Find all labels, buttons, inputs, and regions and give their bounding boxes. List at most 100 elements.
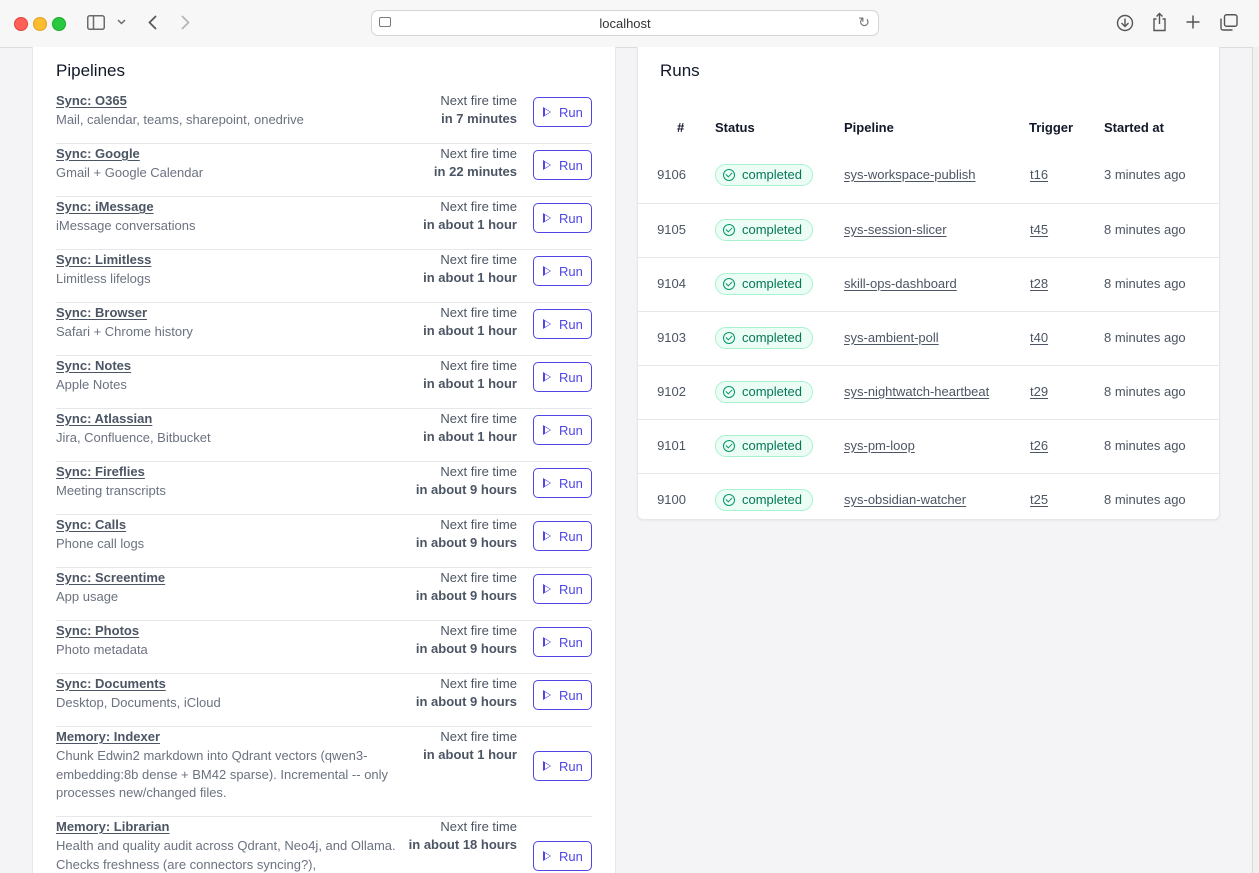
- run-pipeline-button[interactable]: Run: [533, 150, 592, 180]
- header-number: #: [677, 120, 685, 135]
- header-trigger: Trigger: [1029, 120, 1074, 135]
- pipeline-link[interactable]: sys-pm-loop: [844, 438, 915, 453]
- next-fire-time: in about 9 hours: [415, 535, 517, 550]
- back-arrow-icon[interactable]: [148, 15, 157, 30]
- pipeline-description: Photo metadata: [56, 642, 148, 657]
- play-icon: [543, 637, 551, 647]
- forward-arrow-icon[interactable]: [181, 15, 190, 30]
- tab-overview-icon[interactable]: [1220, 14, 1238, 31]
- pipeline-name-link[interactable]: Sync: Browser: [56, 305, 148, 320]
- pipeline-description: Meeting transcripts: [56, 483, 166, 498]
- run-button-label: Run: [559, 370, 583, 385]
- status-text: completed: [742, 167, 802, 182]
- run-pipeline-button[interactable]: Run: [533, 751, 592, 781]
- trigger-link[interactable]: t45: [1030, 222, 1049, 237]
- address-bar[interactable]: localhost ↻: [371, 10, 879, 36]
- run-button-label: Run: [559, 849, 583, 864]
- status-text: completed: [742, 276, 802, 291]
- pipeline-link[interactable]: sys-nightwatch-heartbeat: [844, 384, 990, 399]
- pipeline-link[interactable]: sys-workspace-publish: [844, 167, 976, 182]
- table-row: 9105 completed sys-session-slicer t45 8 minu…: [638, 203, 1219, 257]
- chevron-down-icon[interactable]: [117, 19, 126, 25]
- status-text: completed: [742, 492, 802, 507]
- next-fire-time: in about 9 hours: [415, 482, 517, 497]
- run-pipeline-button[interactable]: Run: [533, 680, 592, 710]
- run-pipeline-button[interactable]: Run: [533, 841, 592, 871]
- check-circle-icon: [723, 386, 735, 398]
- pipeline-name-link[interactable]: Sync: O365: [56, 93, 127, 108]
- sidebar-icon[interactable]: [87, 15, 105, 30]
- trigger-link[interactable]: t16: [1030, 167, 1049, 182]
- pipeline-name-link[interactable]: Sync: Screentime: [56, 570, 166, 585]
- reload-icon[interactable]: ↻: [858, 14, 870, 30]
- pipeline-row: Sync: Photos Photo metadata Next fire time…: [56, 621, 592, 674]
- run-pipeline-button[interactable]: Run: [533, 415, 592, 445]
- trigger-link[interactable]: t28: [1030, 276, 1049, 291]
- run-pipeline-button[interactable]: Run: [533, 309, 592, 339]
- run-pipeline-button[interactable]: Run: [533, 627, 592, 657]
- run-button-label: Run: [559, 635, 583, 650]
- run-pipeline-button[interactable]: Run: [533, 203, 592, 233]
- status-badge: completed: [715, 219, 813, 241]
- pipeline-name-link[interactable]: Sync: Notes: [56, 358, 132, 373]
- pipeline-name-link[interactable]: Memory: Librarian: [56, 819, 170, 834]
- run-id: 9106: [657, 167, 686, 182]
- minimize-window-button[interactable]: [33, 17, 47, 31]
- run-button-label: Run: [559, 476, 583, 491]
- run-pipeline-button[interactable]: Run: [533, 468, 592, 498]
- trigger-link[interactable]: t26: [1030, 438, 1049, 453]
- run-pipeline-button[interactable]: Run: [533, 574, 592, 604]
- trigger-link[interactable]: t29: [1030, 384, 1049, 399]
- pipeline-name-link[interactable]: Sync: Limitless: [56, 252, 152, 267]
- pipeline-description: Gmail + Google Calendar: [56, 165, 204, 180]
- next-fire-time: in about 1 hour: [423, 429, 517, 444]
- pipeline-name-link[interactable]: Sync: Atlassian: [56, 411, 153, 426]
- pipeline-name-link[interactable]: Sync: Photos: [56, 623, 140, 638]
- next-fire-label: Next fire time: [440, 464, 517, 479]
- pipeline-name-link[interactable]: Sync: Documents: [56, 676, 166, 691]
- window-edge: [1252, 47, 1259, 873]
- pipelines-title: Pipelines: [56, 61, 125, 80]
- play-icon: [543, 761, 551, 771]
- run-pipeline-button[interactable]: Run: [533, 362, 592, 392]
- run-pipeline-button[interactable]: Run: [533, 97, 592, 127]
- status-text: completed: [742, 438, 802, 453]
- next-fire-time: in about 9 hours: [415, 588, 517, 603]
- pipeline-link[interactable]: sys-ambient-poll: [844, 330, 939, 345]
- started-at: 8 minutes ago: [1104, 438, 1186, 453]
- run-pipeline-button[interactable]: Run: [533, 256, 592, 286]
- run-button-label: Run: [559, 264, 583, 279]
- play-icon: [543, 425, 551, 435]
- check-circle-icon: [723, 169, 735, 181]
- pipeline-link[interactable]: sys-obsidian-watcher: [844, 492, 967, 507]
- play-icon: [543, 319, 551, 329]
- share-icon[interactable]: [1152, 12, 1167, 32]
- new-tab-icon[interactable]: [1186, 15, 1200, 29]
- run-pipeline-button[interactable]: Run: [533, 521, 592, 551]
- pipeline-name-link[interactable]: Sync: Fireflies: [56, 464, 145, 479]
- runs-title: Runs: [660, 61, 700, 80]
- trigger-link[interactable]: t25: [1030, 492, 1049, 507]
- next-fire-time: in about 1 hour: [423, 323, 517, 338]
- zoom-window-button[interactable]: [52, 17, 66, 31]
- started-at: 8 minutes ago: [1104, 384, 1186, 399]
- browser-toolbar: localhost ↻: [0, 0, 1259, 48]
- close-window-button[interactable]: [14, 17, 28, 31]
- pipeline-row: Sync: O365 Mail, calendar, teams, sharepo…: [56, 91, 592, 144]
- play-icon: [543, 690, 551, 700]
- pipeline-name-link[interactable]: Sync: Calls: [56, 517, 127, 532]
- downloads-icon[interactable]: [1116, 14, 1134, 32]
- status-badge: completed: [715, 273, 813, 295]
- pipeline-row: Sync: Documents Desktop, Documents, iClou…: [56, 674, 592, 727]
- site-icon: [379, 17, 391, 27]
- pipeline-link[interactable]: skill-ops-dashboard: [844, 276, 957, 291]
- pipeline-name-link[interactable]: Memory: Indexer: [56, 729, 161, 744]
- pipeline-link[interactable]: sys-session-slicer: [844, 222, 947, 237]
- trigger-link[interactable]: t40: [1030, 330, 1049, 345]
- check-circle-icon: [723, 224, 735, 236]
- pipeline-name-link[interactable]: Sync: Google: [56, 146, 140, 161]
- table-row: 9106 completed sys-workspace-publish t16 3 m…: [638, 149, 1219, 203]
- pipeline-description: Limitless lifelogs: [56, 271, 151, 286]
- pipeline-name-link[interactable]: Sync: iMessage: [56, 199, 154, 214]
- play-icon: [543, 531, 551, 541]
